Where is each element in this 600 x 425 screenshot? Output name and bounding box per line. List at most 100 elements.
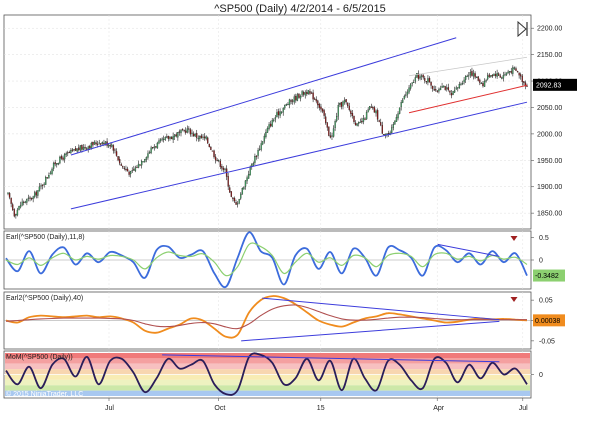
indicator-trendline (241, 320, 500, 342)
candle-body (214, 156, 217, 161)
candle-body (475, 76, 478, 79)
candle-body (177, 132, 179, 138)
candle-body (79, 145, 82, 151)
candle-body (255, 155, 258, 157)
candle-body (19, 205, 22, 208)
candle-body (501, 77, 503, 79)
y-tick-label: 1900.00 (537, 184, 562, 191)
candle-body (56, 163, 58, 165)
candle-body (469, 72, 472, 76)
candle-body (325, 116, 327, 123)
candle-body (252, 163, 255, 166)
candle-body (95, 142, 97, 145)
candle-body (464, 76, 467, 80)
y-tick-label: -0.05 (539, 338, 555, 345)
candle-body (60, 156, 63, 159)
candle-body (144, 159, 146, 163)
panel-label: MoM(^SP500 (Daily)) (6, 354, 73, 361)
candle-body (499, 75, 501, 78)
x-tick-label: Jul (105, 405, 114, 412)
candle-body (372, 106, 374, 109)
candle-body (320, 106, 322, 110)
candle-body (304, 92, 306, 96)
candle-body (120, 164, 122, 166)
candle-body (381, 125, 383, 134)
candle-body (200, 135, 203, 138)
candle-body (63, 154, 66, 160)
candle-body (280, 111, 283, 113)
candle-body (417, 73, 420, 79)
momentum-band (5, 390, 530, 396)
candle-body (354, 122, 357, 126)
candle-body (186, 128, 188, 133)
candle-body (302, 92, 305, 95)
candle-body (181, 128, 184, 130)
candle-body (402, 99, 404, 103)
candle-body (403, 95, 406, 100)
candle-body (409, 84, 412, 89)
candle-body (12, 204, 14, 210)
candle-body (326, 122, 328, 128)
candle-body (126, 168, 129, 172)
candle-body (455, 87, 457, 90)
candle-body (136, 166, 138, 168)
y-tick-label: 2200.00 (537, 26, 562, 33)
candle-body (348, 105, 350, 111)
candle-body (35, 191, 37, 196)
y-tick-label: 2000.00 (537, 131, 562, 138)
candle-body (96, 143, 99, 145)
candle-body (170, 137, 173, 140)
candle-body (337, 105, 339, 117)
candle-body (196, 133, 198, 138)
candle-body (277, 111, 280, 116)
candle-body (213, 150, 215, 158)
candle-body (460, 83, 462, 85)
candle-body (301, 91, 303, 96)
candle-body (486, 75, 489, 80)
x-tick-label: Apr (433, 405, 445, 412)
candle-body (318, 104, 321, 108)
candle-body (29, 197, 31, 199)
candle-body (178, 131, 181, 133)
candle-body (317, 100, 319, 106)
candle-body (398, 107, 401, 114)
indicator-trendline (262, 297, 500, 321)
candle-body (262, 141, 264, 145)
candle-body (457, 87, 459, 89)
candle-body (491, 75, 494, 77)
candle-body (51, 168, 53, 174)
candle-body (166, 136, 168, 138)
candle-body (339, 103, 341, 105)
candle-body (498, 73, 500, 76)
candle-body (70, 150, 72, 153)
candle-body (269, 123, 272, 127)
candle-body (331, 135, 333, 137)
momentum-band (5, 385, 530, 391)
candle-body (117, 156, 119, 161)
candle-body (30, 198, 33, 200)
candle-body (62, 157, 64, 160)
momentum-band (5, 379, 530, 386)
candle-body (57, 163, 60, 165)
down-triangle-icon (510, 236, 518, 241)
candle-body (137, 163, 140, 168)
expand-arrow-icon[interactable] (517, 20, 528, 38)
last-price-label: 2092.83 (536, 82, 561, 89)
candle-body (383, 134, 385, 136)
candle-body (232, 197, 234, 199)
candle-body (520, 74, 522, 77)
candle-body (118, 159, 121, 164)
last-price-tag (533, 78, 577, 91)
candle-body (68, 151, 71, 154)
candle-body (284, 105, 286, 109)
candle-body (353, 115, 355, 123)
last-value-label: -0.3482 (535, 273, 559, 280)
candle-body (109, 145, 111, 147)
candle-body (397, 113, 399, 119)
candle-body (439, 88, 442, 91)
candle-body (298, 93, 300, 98)
candle-body (276, 112, 278, 118)
candle-body (78, 147, 80, 151)
candle-body (258, 148, 261, 150)
